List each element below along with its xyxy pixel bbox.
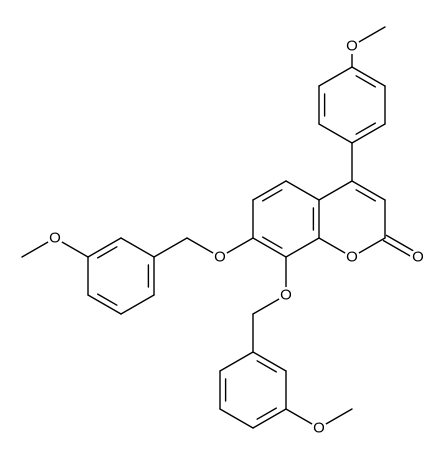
atom-label: O [214,249,226,266]
bond [252,237,287,258]
atom-mask [410,249,426,265]
bond [318,123,353,144]
bond [153,237,188,258]
atom-mask [47,230,63,246]
bond [285,180,320,201]
bond [318,180,353,201]
bond [355,189,376,202]
bonds [21,26,421,429]
bond [97,246,118,259]
bond [351,66,386,87]
bond [262,236,283,249]
bond [262,189,283,202]
atom-mask [344,38,360,54]
atoms: O O O O O O O [47,38,426,437]
bond [120,294,155,315]
atom-label: O [313,420,325,437]
atom-label: O [280,287,292,304]
bond [256,360,277,373]
atom-label: O [346,38,358,55]
bond [351,123,386,144]
bond [97,293,118,306]
bond [252,408,287,429]
bond [355,122,376,135]
bond [219,408,254,429]
atom-label: O [49,230,61,247]
bond [318,66,353,87]
atom-mask [278,287,294,303]
atom-mask [344,249,360,265]
bond [87,237,122,258]
atom-mask [311,420,327,436]
atom-label: O [412,249,424,266]
bond [351,180,386,201]
bond [256,407,277,420]
bond [120,237,155,258]
bond [355,75,376,88]
atom-mask [212,249,228,265]
bond [87,294,122,315]
bond [285,237,320,258]
atom-label: O [346,249,358,266]
bond [252,180,287,201]
bond [252,351,287,372]
bond [219,351,254,372]
